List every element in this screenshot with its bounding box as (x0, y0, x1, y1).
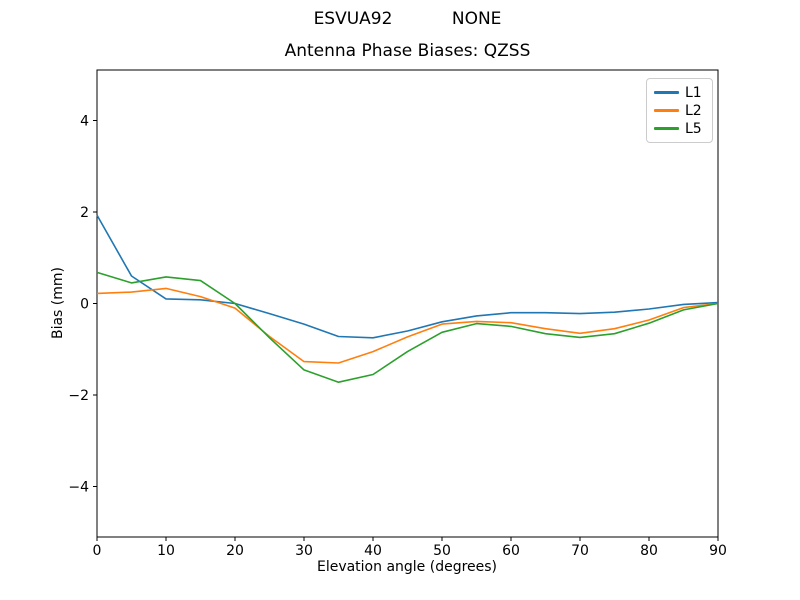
x-tick-label: 40 (364, 543, 382, 559)
x-tick-label: 10 (157, 543, 175, 559)
x-tick-label: 90 (709, 543, 727, 559)
x-tick-label: 0 (93, 543, 102, 559)
series-line-l1 (96, 214, 719, 339)
axes-frame (96, 69, 719, 538)
y-tick-label: 4 (80, 113, 89, 129)
legend-line-l1-icon (654, 91, 679, 94)
y-tick-label: 0 (80, 297, 89, 313)
x-tick-label: 60 (502, 543, 520, 559)
legend-label: L2 (685, 102, 702, 119)
legend-item: L5 (654, 121, 705, 136)
x-tick-label: 30 (295, 543, 313, 559)
y-tick-label: 2 (80, 205, 89, 221)
series-line-l2 (96, 287, 719, 364)
x-tick-label: 80 (640, 543, 658, 559)
legend-line-l2-icon (654, 109, 679, 112)
series-line-l5 (96, 271, 719, 384)
axes-title: Antenna Phase Biases: QZSS (284, 41, 531, 61)
legend-label: L1 (685, 84, 702, 101)
y-tick-label: −2 (68, 388, 89, 404)
legend-item: L2 (654, 103, 705, 118)
suptitle: ESVUA92 NONE (313, 9, 502, 29)
x-axis-label: Elevation angle (degrees) (317, 559, 497, 575)
x-tick-label: 50 (433, 543, 451, 559)
legend-label: L5 (685, 120, 702, 137)
x-tick-label: 20 (226, 543, 244, 559)
x-tick-label: 70 (571, 543, 589, 559)
legend-item: L1 (654, 85, 705, 100)
legend: L1 L2 L5 (646, 78, 713, 143)
legend-line-l5-icon (654, 127, 679, 130)
y-axis-label: Bias (mm) (50, 267, 66, 339)
y-tick-label: −4 (68, 480, 89, 496)
